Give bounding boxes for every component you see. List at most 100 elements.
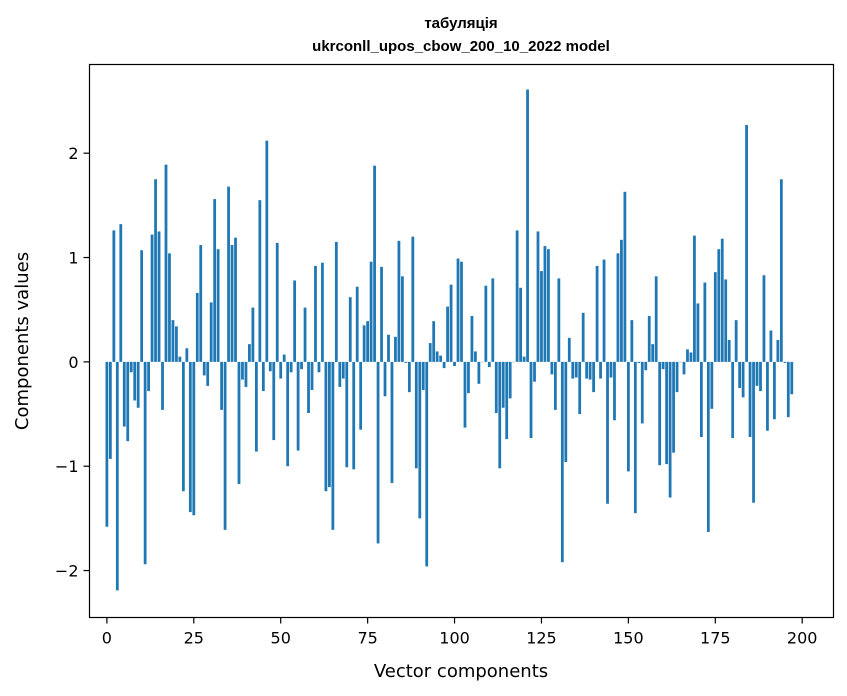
bar bbox=[150, 234, 154, 362]
bar bbox=[192, 361, 196, 516]
bar bbox=[672, 361, 675, 453]
bar bbox=[547, 249, 550, 362]
x-tick-label: 150 bbox=[613, 629, 644, 648]
bar bbox=[498, 361, 502, 469]
bar bbox=[206, 361, 210, 386]
bar bbox=[261, 361, 265, 392]
bar bbox=[108, 361, 112, 459]
bar bbox=[404, 361, 408, 363]
bar bbox=[355, 286, 359, 362]
bar bbox=[543, 246, 547, 362]
bar bbox=[491, 278, 495, 362]
bar bbox=[244, 361, 248, 387]
bar bbox=[762, 275, 766, 362]
bar bbox=[397, 240, 401, 362]
bar bbox=[272, 361, 276, 441]
bar bbox=[449, 284, 453, 362]
bar bbox=[442, 361, 446, 369]
bar bbox=[689, 352, 693, 362]
bar bbox=[526, 89, 529, 362]
bar bbox=[609, 361, 613, 378]
bar bbox=[286, 361, 290, 467]
bar bbox=[651, 344, 655, 362]
bar bbox=[115, 361, 119, 591]
bar bbox=[171, 320, 175, 362]
bar bbox=[195, 293, 199, 362]
y-tick-label: 2 bbox=[68, 144, 78, 163]
y-tick-label: 0 bbox=[68, 353, 78, 372]
bar bbox=[362, 325, 366, 362]
bar bbox=[713, 272, 717, 362]
bar bbox=[282, 354, 286, 362]
bar bbox=[178, 356, 182, 362]
bar bbox=[693, 235, 696, 362]
bar bbox=[303, 307, 307, 362]
bar bbox=[613, 361, 616, 421]
bar bbox=[161, 361, 164, 410]
bar bbox=[560, 361, 564, 563]
bar bbox=[752, 361, 755, 503]
bar bbox=[557, 278, 561, 362]
bar bbox=[536, 231, 540, 362]
x-tick-label: 0 bbox=[102, 629, 112, 648]
bar bbox=[647, 315, 651, 362]
bar bbox=[786, 361, 790, 418]
bar bbox=[143, 361, 147, 565]
bar bbox=[251, 307, 255, 362]
bar bbox=[696, 303, 700, 362]
bar bbox=[411, 236, 415, 362]
bar bbox=[595, 265, 599, 362]
bar bbox=[616, 253, 620, 362]
bar bbox=[567, 337, 571, 362]
bar bbox=[741, 361, 745, 398]
bar bbox=[175, 326, 178, 362]
bar bbox=[755, 361, 759, 386]
bar bbox=[188, 361, 192, 513]
bar bbox=[658, 361, 662, 466]
bar bbox=[453, 361, 456, 367]
bar bbox=[428, 343, 432, 362]
bar bbox=[505, 361, 509, 440]
chart-title: табуляція bbox=[424, 15, 497, 32]
bar bbox=[720, 238, 724, 362]
bar bbox=[665, 361, 669, 465]
bar bbox=[348, 297, 352, 362]
bar bbox=[550, 361, 554, 375]
bar bbox=[637, 361, 641, 363]
bar bbox=[470, 315, 474, 362]
bar bbox=[766, 361, 769, 431]
bar bbox=[574, 361, 578, 378]
bar bbox=[345, 361, 349, 468]
bar bbox=[181, 361, 185, 492]
bar bbox=[373, 165, 376, 362]
bar bbox=[602, 259, 606, 362]
x-tick-label: 25 bbox=[184, 629, 204, 648]
bar bbox=[467, 361, 470, 394]
bar bbox=[202, 361, 206, 376]
bar bbox=[268, 361, 272, 372]
bar bbox=[359, 361, 363, 430]
bar bbox=[592, 361, 595, 393]
bar bbox=[745, 125, 748, 362]
bar bbox=[783, 361, 787, 363]
bar bbox=[456, 258, 460, 362]
bar bbox=[230, 245, 234, 362]
bar bbox=[366, 321, 370, 362]
bar bbox=[460, 261, 463, 362]
bar-series bbox=[105, 89, 794, 591]
bar bbox=[248, 344, 251, 362]
bar bbox=[501, 361, 505, 408]
bar bbox=[703, 282, 707, 362]
bar bbox=[654, 276, 658, 362]
bar bbox=[700, 361, 703, 437]
bar bbox=[564, 361, 568, 463]
bar bbox=[494, 361, 498, 413]
bar bbox=[154, 179, 157, 362]
x-tick-label: 200 bbox=[787, 629, 818, 648]
bar bbox=[279, 361, 283, 379]
bar bbox=[407, 361, 411, 393]
bar bbox=[581, 312, 585, 362]
plot-frame bbox=[88, 63, 835, 619]
bar bbox=[380, 266, 383, 362]
bar bbox=[341, 361, 345, 379]
